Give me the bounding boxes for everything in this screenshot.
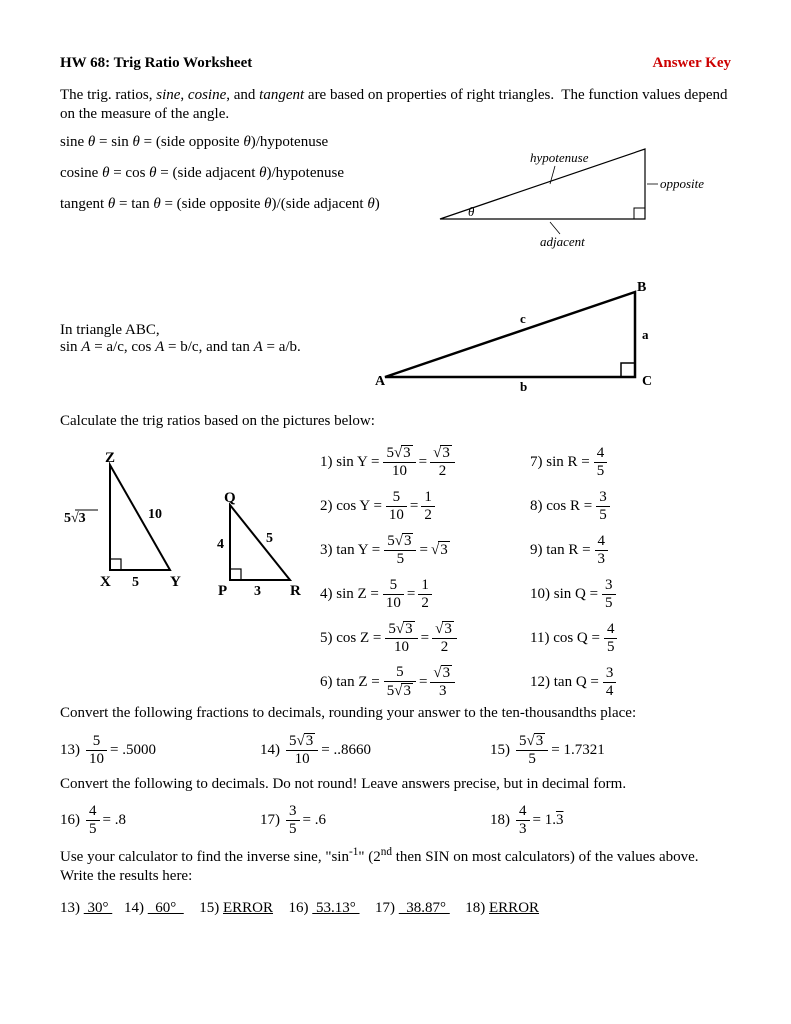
- sine-def: sine θ = sin θ = (side opposite θ)/hypot…: [60, 134, 420, 151]
- svg-text:C: C: [642, 374, 652, 389]
- svg-text:A: A: [375, 374, 386, 389]
- abc-line1: In triangle ABC,: [60, 322, 370, 339]
- svg-text:Y: Y: [170, 574, 181, 590]
- svg-text:c: c: [520, 311, 526, 326]
- intro-paragraph: The trig. ratios, sine, cosine, and tang…: [60, 86, 731, 124]
- svg-text:5: 5: [132, 575, 139, 590]
- svg-text:b: b: [520, 379, 527, 394]
- adjacent-label: adjacent: [540, 234, 585, 249]
- answers-col-2: 7) sin R =45 8) cos R =35 9) tan R =43 1…: [530, 440, 700, 704]
- definitions-row: sine θ = sin θ = (side opposite θ)/hypot…: [60, 134, 731, 259]
- calc-prompt: Calculate the trig ratios based on the p…: [60, 412, 731, 431]
- svg-text:5: 5: [266, 531, 273, 546]
- svg-text:a: a: [642, 327, 649, 342]
- final-answers: 13) 30° 14) 60° 15) ERROR 16) 53.13° 17)…: [60, 899, 731, 918]
- svg-text:3: 3: [254, 584, 261, 599]
- theta-label: θ: [468, 204, 475, 219]
- svg-text:10: 10: [148, 507, 162, 522]
- page-title: HW 68: Trig Ratio Worksheet: [60, 55, 252, 72]
- abc-line2: sin A = a/c, cos A = b/c, and tan A = a/…: [60, 339, 370, 356]
- svg-text:B: B: [637, 280, 646, 295]
- worksheet-page: HW 68: Trig Ratio Worksheet Answer Key T…: [0, 0, 791, 1024]
- svg-text:Q: Q: [224, 490, 236, 506]
- svg-text:5√3: 5√3: [64, 511, 86, 526]
- answers-col-1: 1) sin Y =5310=32 2) cos Y =510=12 3) ta…: [320, 440, 530, 704]
- opposite-label: opposite: [660, 176, 704, 191]
- svg-text:R: R: [290, 583, 301, 599]
- svg-text:Z: Z: [105, 450, 115, 466]
- calc-row: Z X Y 10 5√3 5 Q P R 5 4 3 1) sin Y =531…: [60, 440, 731, 704]
- triangle-abc-diagram: A B C c a b: [370, 277, 690, 402]
- abc-row: In triangle ABC, sin A = a/c, cos A = b/…: [60, 277, 731, 402]
- inverse-prompt: Use your calculator to find the inverse …: [60, 845, 731, 886]
- convert2-prompt: Convert the following to decimals. Do no…: [60, 775, 731, 794]
- convert1-prompt: Convert the following fractions to decim…: [60, 704, 731, 723]
- convert1-row: 13)510= .5000 14)5310= ..8660 15)535= 1.…: [60, 733, 731, 767]
- hypotenuse-label: hypotenuse: [530, 150, 589, 165]
- header: HW 68: Trig Ratio Worksheet Answer Key: [60, 55, 731, 72]
- svg-text:P: P: [218, 583, 227, 599]
- svg-text:4: 4: [217, 537, 224, 552]
- tangent-def: tangent θ = tan θ = (side opposite θ)/(s…: [60, 196, 420, 213]
- triangles-svg: Z X Y 10 5√3 5 Q P R 5 4 3: [60, 450, 320, 625]
- convert2-row: 16)45= .8 17)35= .6 18)43= 1.3: [60, 804, 731, 837]
- triangle-theta-diagram: hypotenuse opposite adjacent θ: [420, 134, 720, 259]
- answer-key-label: Answer Key: [653, 55, 731, 72]
- cosine-def: cosine θ = cos θ = (side adjacent θ)/hyp…: [60, 165, 420, 182]
- svg-text:X: X: [100, 574, 111, 590]
